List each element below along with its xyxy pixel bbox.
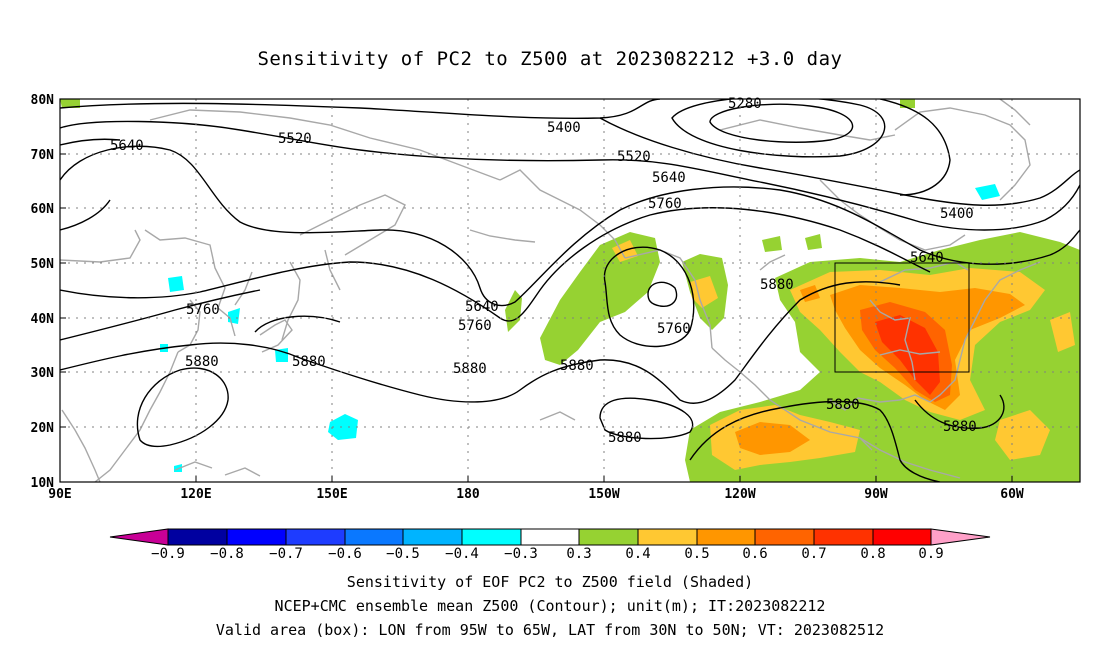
colorbar-label: 0.9 xyxy=(918,546,943,562)
colorbar-swatch xyxy=(520,528,580,546)
colorbar-swatch xyxy=(344,528,404,546)
colorbar-label: −0.4 xyxy=(445,546,479,562)
latitude-labels: 80N 70N 60N 50N 40N 30N 20N 10N xyxy=(31,93,55,491)
z500-contours xyxy=(60,99,1080,482)
lat-label: 20N xyxy=(31,421,55,436)
colorbar-label: 0.3 xyxy=(566,546,591,562)
lat-label: 10N xyxy=(31,476,55,491)
lon-label: 60W xyxy=(1000,487,1024,502)
contour-label: 5760 xyxy=(458,318,492,334)
colorbar-pos-end xyxy=(930,528,991,546)
contour-label: 5880 xyxy=(185,354,219,370)
colorbar-label: −0.8 xyxy=(210,546,244,562)
map-frame xyxy=(59,98,1081,483)
lat-label: 80N xyxy=(31,93,55,108)
colorbar-label: 0.8 xyxy=(860,546,885,562)
lat-label: 30N xyxy=(31,366,55,381)
contour-label: 5880 xyxy=(292,354,326,370)
colorbar-swatch xyxy=(813,528,874,546)
contour-label: 5640 xyxy=(465,299,499,315)
colorbar-label: −0.3 xyxy=(504,546,538,562)
colorbar-swatch xyxy=(754,528,815,546)
contour-label: 5400 xyxy=(547,120,581,136)
contour-label: 5640 xyxy=(910,250,944,266)
colorbar-label: −0.9 xyxy=(151,546,185,562)
colorbar-label: −0.7 xyxy=(269,546,303,562)
caption-line-2: NCEP+CMC ensemble mean Z500 (Contour); u… xyxy=(274,597,826,615)
colorbar-swatch xyxy=(461,528,522,546)
lat-label: 70N xyxy=(31,148,55,163)
contour-label: 5760 xyxy=(657,321,691,337)
contour-label: 5880 xyxy=(943,419,977,435)
colorbar-label: 0.5 xyxy=(684,546,709,562)
lon-label: 90W xyxy=(864,487,888,502)
colorbar-swatch xyxy=(167,528,228,546)
contour-label: 5880 xyxy=(560,358,594,374)
colorbar-swatch xyxy=(637,528,698,546)
lat-label: 60N xyxy=(31,202,55,217)
lon-label: 120W xyxy=(724,487,755,502)
valid-area-box xyxy=(834,262,970,373)
caption-line-1: Sensitivity of EOF PC2 to Z500 field (Sh… xyxy=(346,573,754,591)
colorbar-swatch xyxy=(285,528,346,546)
contour-label: 5520 xyxy=(617,149,651,165)
contour-label: 5880 xyxy=(608,430,642,446)
figure-title: Sensitivity of PC2 to Z500 at 2023082212… xyxy=(257,48,843,70)
colorbar-swatch xyxy=(696,528,756,546)
lon-label: 90E xyxy=(48,487,71,502)
lon-label: 120E xyxy=(180,487,211,502)
colorbar xyxy=(109,528,991,546)
contour-label: 5760 xyxy=(648,196,682,212)
colorbar-swatch xyxy=(402,528,463,546)
colorbar-label: 0.7 xyxy=(801,546,826,562)
contour-label: 5400 xyxy=(940,206,974,222)
sensitivity-shading xyxy=(60,99,1080,482)
contour-label: 5880 xyxy=(826,397,860,413)
colorbar-label: −0.5 xyxy=(386,546,420,562)
lon-label: 180 xyxy=(456,487,480,502)
contour-label: 5880 xyxy=(453,361,487,377)
colorbar-label: 0.4 xyxy=(625,546,650,562)
lat-label: 40N xyxy=(31,312,55,327)
contour-label: 5640 xyxy=(652,170,686,186)
contour-label: 5880 xyxy=(760,277,794,293)
lon-label: 150E xyxy=(316,487,347,502)
colorbar-label: 0.6 xyxy=(742,546,767,562)
colorbar-label: −0.6 xyxy=(328,546,362,562)
colorbar-neg-end xyxy=(109,528,169,546)
longitude-labels: 90E 120E 150E 180 150W 120W 90W 60W xyxy=(48,487,1024,502)
colorbar-swatch xyxy=(872,528,932,546)
lon-label: 150W xyxy=(588,487,619,502)
colorbar-swatch xyxy=(578,528,639,546)
colorbar-labels: −0.9 −0.8 −0.7 −0.6 −0.5 −0.4 −0.3 0.3 0… xyxy=(151,546,944,562)
caption-line-3: Valid area (box): LON from 95W to 65W, L… xyxy=(215,621,885,639)
contour-label: 5520 xyxy=(278,131,312,147)
axis-ticks xyxy=(60,98,1013,482)
contour-label: 5760 xyxy=(186,302,220,318)
contour-labels: 5280 5400 5520 5640 5640 5520 5400 5640 … xyxy=(110,96,977,446)
lat-label: 50N xyxy=(31,257,55,272)
contour-label: 5280 xyxy=(728,96,762,112)
contour-label: 5640 xyxy=(110,138,144,154)
colorbar-swatch xyxy=(226,528,287,546)
